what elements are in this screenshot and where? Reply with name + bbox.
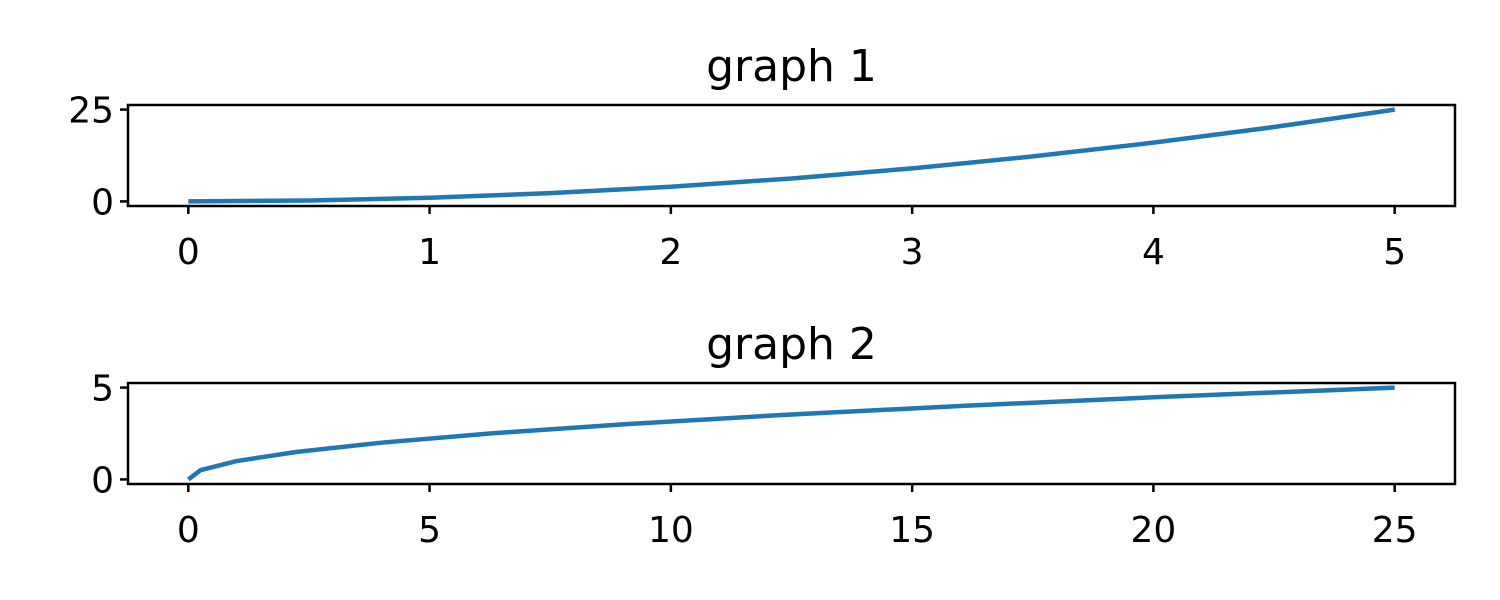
x-tick-label: 10 <box>648 510 694 551</box>
x-tick-label: 4 <box>1142 232 1165 273</box>
axes-frame <box>126 381 1457 486</box>
x-tick-label: 15 <box>889 510 935 551</box>
y-tick-label: 0 <box>91 460 114 501</box>
x-tick-label: 5 <box>418 510 441 551</box>
x-tick-label: 0 <box>177 510 200 551</box>
x-tick-label: 20 <box>1131 510 1177 551</box>
chart-title: graph 1 <box>706 41 877 92</box>
x-tick-label: 25 <box>1372 510 1418 551</box>
y-tick-label: 5 <box>91 369 114 410</box>
y-tick-label: 25 <box>68 91 114 132</box>
x-tick-label: 3 <box>901 232 924 273</box>
chart-1: graph 1 0 1 2 3 4 5 0 25 <box>68 41 1457 273</box>
axes-frame <box>126 103 1457 208</box>
chart-title: graph 2 <box>706 319 877 370</box>
series-line <box>186 385 1395 482</box>
x-tick-label: 1 <box>418 232 441 273</box>
x-tick-label: 2 <box>659 232 682 273</box>
x-tick-label: 0 <box>177 232 200 273</box>
series-line <box>188 107 1396 204</box>
chart-2: graph 2 0 5 10 15 20 25 0 5 <box>91 319 1457 551</box>
x-tick-label: 5 <box>1383 232 1406 273</box>
y-tick-label: 0 <box>91 182 114 223</box>
